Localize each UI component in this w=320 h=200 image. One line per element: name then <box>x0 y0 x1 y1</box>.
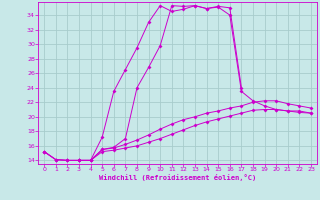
X-axis label: Windchill (Refroidissement éolien,°C): Windchill (Refroidissement éolien,°C) <box>99 174 256 181</box>
